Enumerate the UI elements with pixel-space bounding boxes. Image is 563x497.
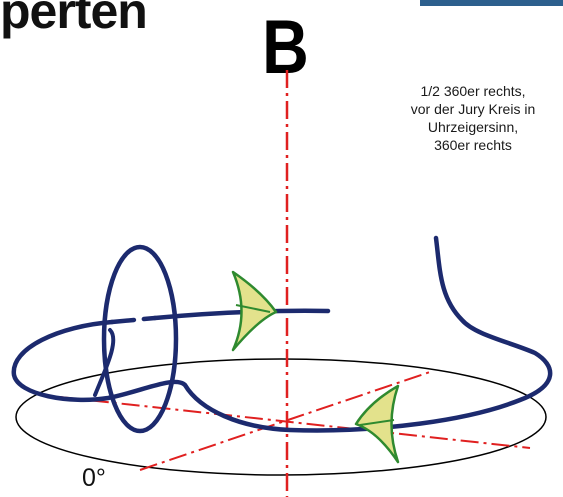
marker-letter: B bbox=[262, 5, 309, 90]
caption-line: Uhrzeigersinn, bbox=[427, 119, 519, 135]
degree-label: 0° bbox=[82, 464, 106, 492]
header-tab bbox=[420, 0, 563, 6]
caption-line: 360er rechts bbox=[434, 137, 512, 153]
maneuver-caption: 1/2 360er rechts, vor der Jury Kreis in … bbox=[382, 82, 563, 154]
flight-path-hidden-segment bbox=[109, 315, 158, 325]
title-fragment: perten bbox=[0, 0, 148, 39]
flight-path-curl bbox=[93, 328, 116, 397]
direction-arrow-icon bbox=[354, 384, 400, 464]
ground-ellipse bbox=[15, 358, 547, 476]
caption-line: 1/2 360er rechts, bbox=[420, 83, 526, 99]
flight-path-circle bbox=[11, 235, 553, 433]
ground-axis-line bbox=[59, 396, 531, 449]
caption-line: vor der Jury Kreis in bbox=[410, 101, 536, 117]
direction-arrow-icon bbox=[231, 270, 278, 352]
ground-axis-line bbox=[139, 371, 431, 471]
vertical-loop bbox=[101, 244, 179, 434]
